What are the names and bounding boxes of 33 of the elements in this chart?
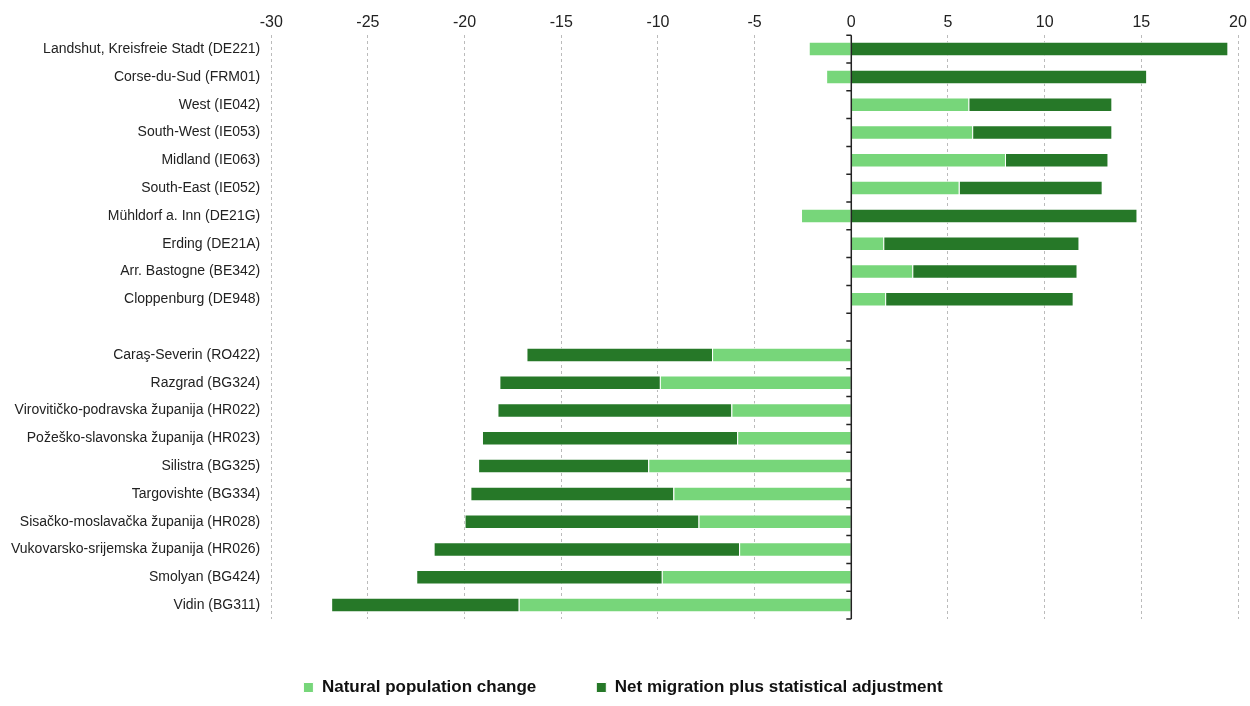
y-tick-label: Požeško-slavonska županija (HR023) [26, 429, 261, 446]
y-tick-label: Corse-du-Sud (FRM01) [113, 67, 261, 84]
x-tick-label: -25 [356, 13, 380, 31]
y-tick-label: Silistra (BG325) [161, 456, 261, 473]
y-tick-label: Midland (IE063) [161, 151, 261, 168]
x-tick-label: -5 [747, 13, 762, 31]
y-tick-label: Targovishte (BG334) [131, 484, 261, 501]
y-tick-label: Landshut, Kreisfreie Stadt (DE221) [43, 39, 261, 56]
y-tick-label: Arr. Bastogne (BE342) [120, 262, 261, 279]
legend-label: Net migration plus statistical adjustment [614, 677, 943, 697]
y-tick-label: Virovitičko-podravska županija (HR022) [14, 401, 261, 418]
x-tick-label: -30 [259, 13, 283, 31]
y-tick-label: Mühldorf a. Inn (DE21G) [107, 206, 261, 223]
y-tick-label: Sisačko-moslavačka županija (HR028) [19, 512, 261, 529]
x-tick-label: 10 [1035, 13, 1054, 31]
x-tick-label: 0 [846, 13, 856, 31]
x-tick-label: 20 [1229, 13, 1247, 31]
x-tick-label: -10 [646, 13, 670, 31]
y-tick-label: Smolyan (BG424) [148, 568, 261, 585]
x-tick-label: 5 [943, 13, 953, 31]
y-tick-label: Cloppenburg (DE948) [124, 290, 261, 307]
x-tick-label: -20 [453, 13, 477, 31]
y-tick-label: Vidin (BG311) [173, 595, 261, 612]
y-tick-label: South-East (IE052) [141, 178, 261, 195]
y-tick-label: Erding (DE21A) [162, 234, 261, 251]
y-tick-label: Caraş-Severin (RO422) [113, 345, 261, 362]
y-tick-label: Razgrad (BG324) [150, 373, 261, 390]
y-tick-label: South-West (IE053) [137, 123, 261, 140]
legend-label: Natural population change [321, 677, 537, 697]
x-tick-label: 15 [1132, 13, 1151, 31]
y-tick-label: West (IE042) [178, 95, 261, 112]
y-tick-label: Vukovarsko-srijemska županija (HR026) [10, 540, 261, 557]
x-tick-label: -15 [549, 13, 573, 31]
